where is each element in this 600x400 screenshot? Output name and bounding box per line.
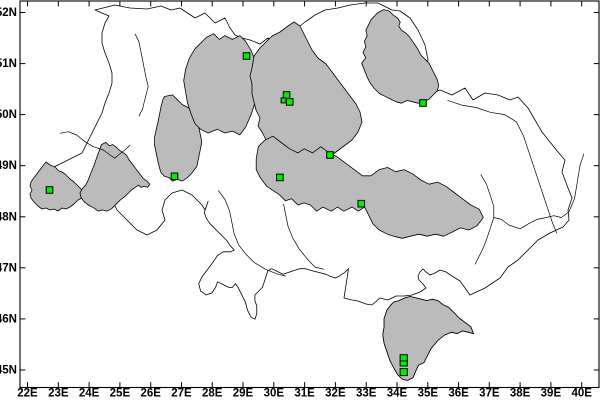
svg-text:28E: 28E xyxy=(202,388,223,400)
svg-text:30E: 30E xyxy=(264,388,285,400)
svg-text:40E: 40E xyxy=(571,388,592,400)
svg-text:47N: 47N xyxy=(0,262,17,274)
svg-text:49N: 49N xyxy=(0,160,17,172)
svg-text:34E: 34E xyxy=(387,388,408,400)
svg-text:25E: 25E xyxy=(110,388,131,400)
svg-text:50N: 50N xyxy=(0,109,17,121)
svg-text:51N: 51N xyxy=(0,58,17,70)
svg-text:35E: 35E xyxy=(418,388,439,400)
svg-text:38E: 38E xyxy=(510,388,531,400)
svg-text:24E: 24E xyxy=(79,388,100,400)
svg-text:26E: 26E xyxy=(140,388,161,400)
svg-text:23E: 23E xyxy=(48,388,69,400)
svg-text:45N: 45N xyxy=(0,365,17,377)
svg-text:46N: 46N xyxy=(0,313,17,325)
svg-text:48N: 48N xyxy=(0,211,17,223)
svg-text:29E: 29E xyxy=(233,388,254,400)
svg-text:32E: 32E xyxy=(325,388,346,400)
svg-text:37E: 37E xyxy=(479,388,500,400)
svg-text:27E: 27E xyxy=(171,388,192,400)
svg-text:33E: 33E xyxy=(356,388,377,400)
svg-text:31E: 31E xyxy=(294,388,315,400)
svg-text:22E: 22E xyxy=(17,388,38,400)
svg-text:52N: 52N xyxy=(0,7,17,19)
svg-text:36E: 36E xyxy=(448,388,469,400)
svg-text:39E: 39E xyxy=(541,388,562,400)
